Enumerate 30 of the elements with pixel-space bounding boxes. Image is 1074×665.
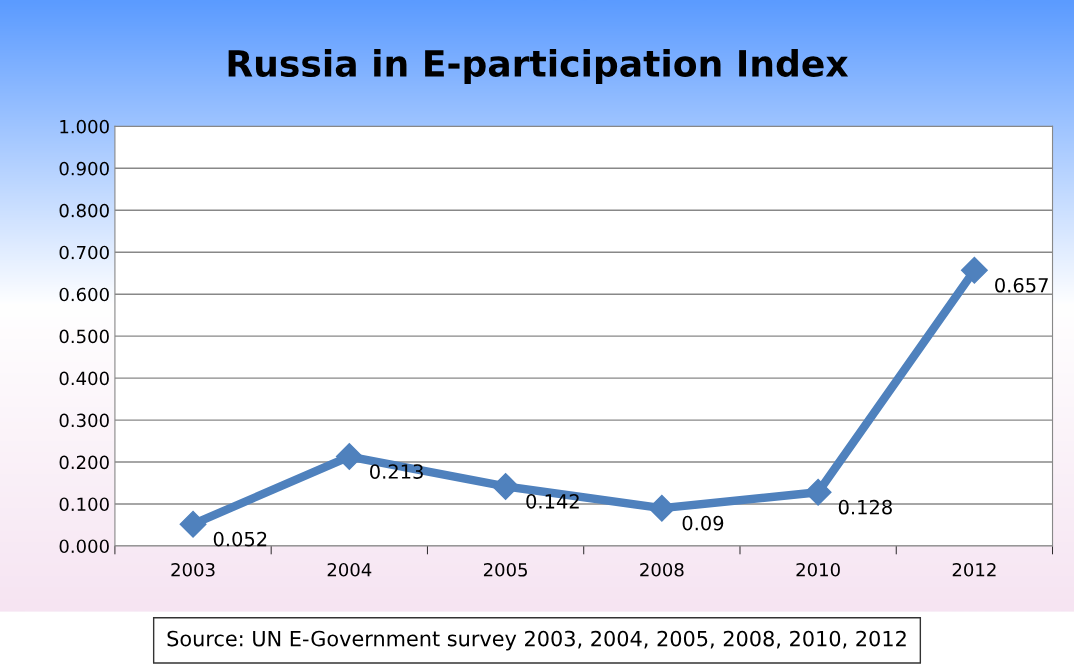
y-tick-label: 0.800	[59, 203, 109, 218]
point	[960, 256, 988, 284]
x-tick-label: 2012	[952, 562, 996, 577]
point	[648, 494, 676, 522]
x-tick-label: 2004	[327, 562, 372, 577]
y-tick-label: 0.400	[59, 371, 109, 386]
point	[492, 472, 520, 500]
y-tick-label: 1.000	[60, 119, 109, 134]
x-tick-label: 2010	[796, 562, 840, 577]
point	[804, 478, 832, 506]
data-label: 0.09	[682, 515, 724, 531]
y-tick-label: 0.600	[59, 287, 109, 302]
y-tick-label: 0.900	[59, 161, 109, 176]
data-label: 0.142	[526, 493, 579, 509]
y-tick-label: 0.200	[59, 455, 109, 470]
data-label: 0.128	[838, 499, 892, 515]
y-tick-label: 0.100	[59, 497, 109, 512]
y-tick-label: 0.000	[59, 539, 109, 554]
point	[179, 510, 207, 538]
point	[335, 443, 363, 471]
data-label: 0.052	[213, 531, 267, 547]
y-tick-label: 0.300	[59, 413, 109, 428]
data-label: 0.657	[995, 277, 1048, 293]
chart-title: Russia in E-participation Index	[228, 49, 849, 84]
x-tick-label: 2008	[640, 562, 684, 577]
y-tick-label: 0.700	[59, 245, 109, 260]
x-tick-label: 2005	[483, 562, 527, 577]
x-tick-label: 2003	[171, 562, 215, 577]
y-tick-label: 0.500	[59, 329, 109, 344]
source-note: Source: UN E-Government survey 2003, 2004, 2005, 2008, 2010, 2012	[167, 630, 906, 651]
